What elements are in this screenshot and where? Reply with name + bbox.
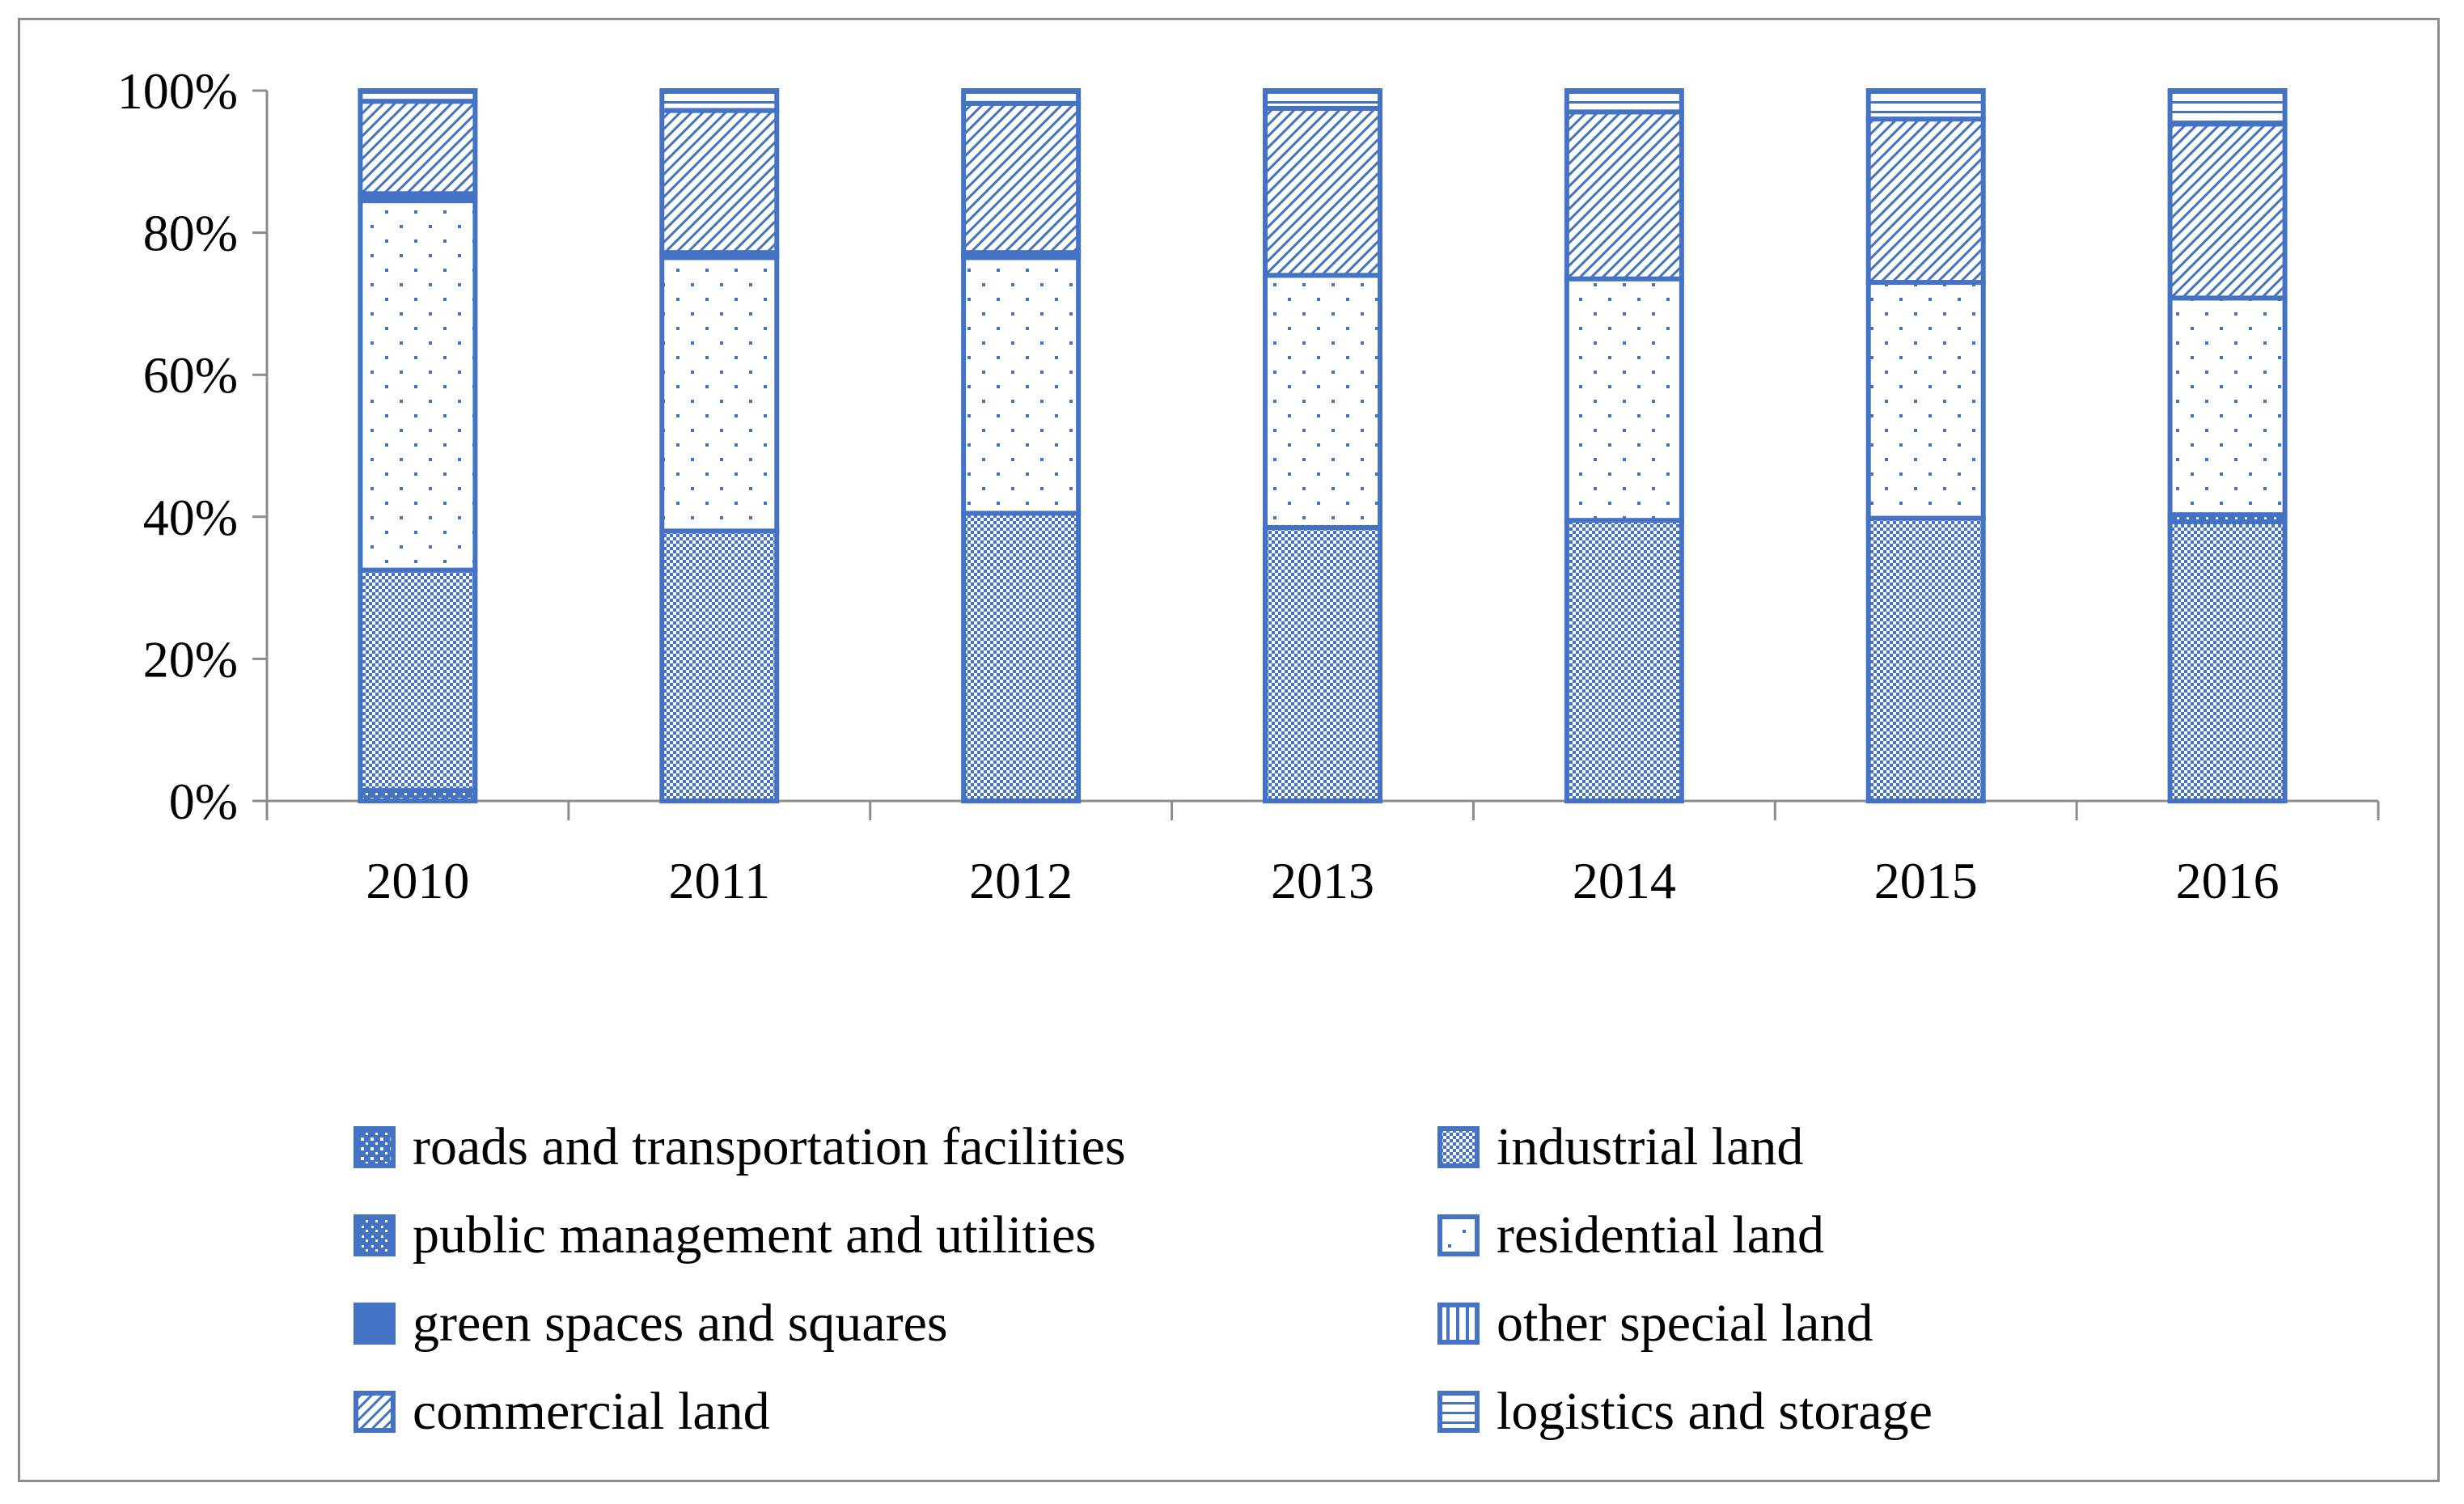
y-tick-label: 80% — [143, 205, 238, 262]
legend-swatch — [1437, 1126, 1480, 1168]
bar-segment — [2167, 519, 2288, 803]
y-tick-label: 0% — [169, 773, 238, 830]
x-tick-label: 2012 — [969, 852, 1073, 909]
bar-segment — [1865, 515, 1986, 804]
legend-swatch — [354, 1303, 396, 1345]
bar-segment — [1865, 117, 1986, 286]
bar-stack-2016 — [2167, 88, 2288, 803]
legend-label: public management and utilities — [413, 1205, 1096, 1265]
bar-segment — [1263, 524, 1382, 803]
legend-item: industrial land — [1437, 1117, 1803, 1176]
bar-segment — [358, 88, 478, 104]
x-tick-label: 2013 — [1271, 852, 1374, 909]
legend-label: industrial land — [1497, 1117, 1803, 1176]
bar-segment — [2167, 295, 2288, 518]
bar-segment — [961, 255, 1082, 516]
legend-label: residential land — [1497, 1205, 1824, 1265]
bar-stack-2010 — [358, 88, 478, 804]
bar-segment — [1865, 280, 1986, 521]
x-tick-label: 2010 — [366, 852, 469, 909]
legend-label: other special land — [1497, 1294, 1873, 1353]
bar-segment — [961, 88, 1082, 106]
bar-segment — [961, 511, 1082, 803]
bar-stack-2014 — [1564, 88, 1684, 803]
bar-segment — [1564, 518, 1684, 803]
bar-segment — [1564, 276, 1684, 523]
legend-label: logistics and storage — [1497, 1382, 1933, 1441]
bar-segment — [659, 528, 780, 803]
legend-swatch — [1437, 1214, 1480, 1256]
y-tick-label: 20% — [143, 630, 238, 688]
bar-segment — [1564, 109, 1684, 282]
bar-segment — [1263, 88, 1382, 111]
bar-segment — [1263, 273, 1382, 530]
x-tick-label: 2015 — [1874, 852, 1978, 909]
y-tick-label: 100% — [117, 62, 238, 120]
legend-label: green spaces and squares — [413, 1294, 948, 1353]
bar-segment — [358, 198, 478, 573]
bar-segment — [659, 108, 780, 256]
legend-swatch — [354, 1126, 396, 1168]
y-tick-label: 60% — [143, 346, 238, 404]
y-tick-label: 40% — [143, 489, 238, 546]
x-tick-label: 2011 — [668, 852, 770, 909]
bar-segment — [2167, 88, 2288, 127]
bar-segment — [1865, 88, 1986, 122]
bar-segment — [358, 567, 478, 793]
legend-item: commercial land — [354, 1382, 770, 1441]
bar-segment — [961, 100, 1082, 256]
bar-stack-2012 — [961, 88, 1082, 803]
legend-swatch — [354, 1391, 396, 1433]
legend-swatch — [1437, 1303, 1480, 1345]
bar-stack-2013 — [1263, 88, 1382, 803]
x-tick-label: 2014 — [1573, 852, 1676, 909]
legend-item: logistics and storage — [1437, 1382, 1933, 1441]
bar-segment — [358, 99, 478, 197]
bar-segment — [1564, 88, 1684, 115]
legend-item: public management and utilities — [354, 1205, 1096, 1265]
legend-label: roads and transportation facilities — [413, 1117, 1126, 1176]
bar-segment — [2167, 121, 2288, 301]
bar-segment — [1263, 105, 1382, 278]
bar-stack-2011 — [659, 88, 780, 803]
legend-label: commercial land — [413, 1382, 770, 1441]
bar-segment — [659, 88, 780, 113]
legend-item: residential land — [1437, 1205, 1824, 1265]
bar-stack-2015 — [1865, 88, 1986, 804]
legend-swatch — [1437, 1391, 1480, 1433]
legend-item: green spaces and squares — [354, 1294, 948, 1353]
legend-item: roads and transportation facilities — [354, 1117, 1126, 1176]
x-tick-label: 2016 — [2176, 852, 2280, 909]
legend-swatch — [354, 1214, 396, 1256]
bar-segment — [659, 255, 780, 534]
legend-item: other special land — [1437, 1294, 1873, 1353]
